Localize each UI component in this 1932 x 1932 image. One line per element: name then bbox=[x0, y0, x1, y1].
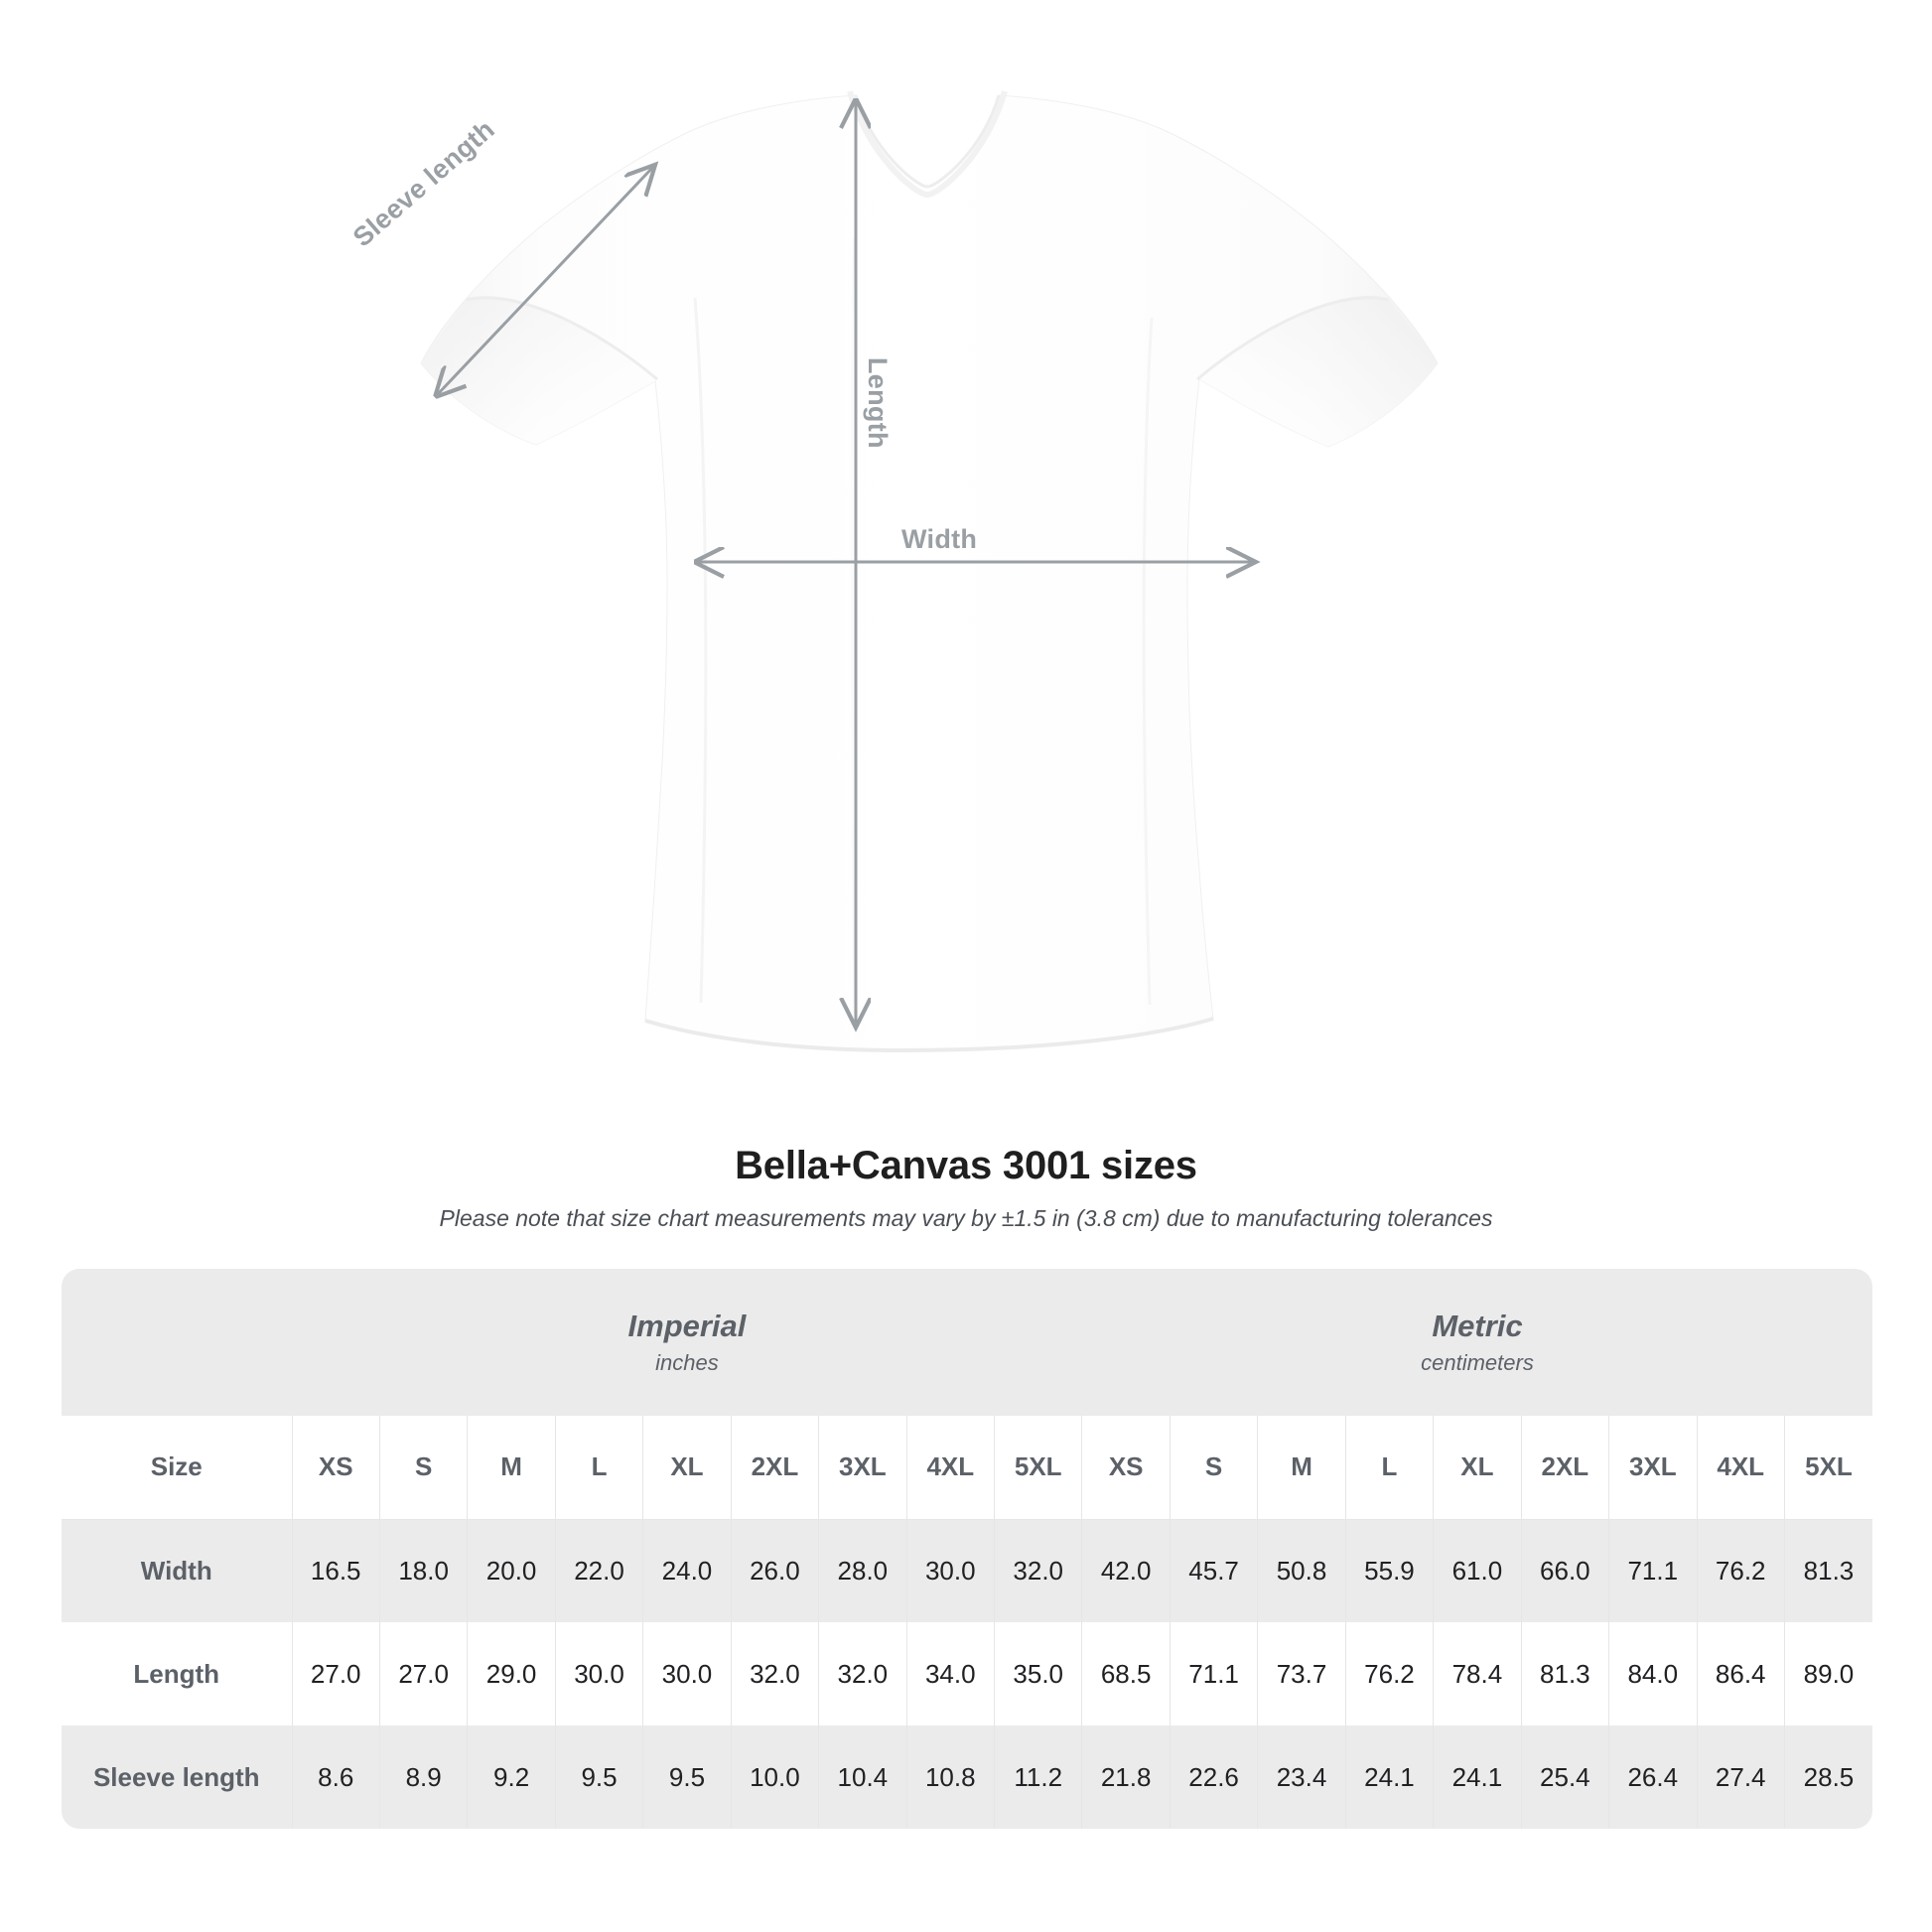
measurement-cell: 9.2 bbox=[467, 1725, 556, 1829]
measurement-row-label: Sleeve length bbox=[62, 1725, 292, 1829]
measurement-cell: 71.1 bbox=[1608, 1518, 1697, 1622]
measurement-cell: 8.6 bbox=[291, 1725, 380, 1829]
unit-group-imperial: Imperial inches bbox=[292, 1269, 1082, 1416]
size-column-header: S bbox=[1169, 1416, 1258, 1519]
measurement-cell: 81.3 bbox=[1520, 1622, 1609, 1725]
measurement-cell: 68.5 bbox=[1081, 1622, 1171, 1725]
measurement-cell: 20.0 bbox=[467, 1518, 556, 1622]
measurement-cell: 23.4 bbox=[1257, 1725, 1346, 1829]
measurement-cell: 22.0 bbox=[554, 1518, 643, 1622]
length-dimension-label: Length bbox=[863, 357, 893, 449]
measurement-cell: 22.6 bbox=[1169, 1725, 1258, 1829]
measurement-cell: 10.8 bbox=[905, 1725, 995, 1829]
measurement-cell: 32.0 bbox=[993, 1518, 1082, 1622]
measurement-cell: 25.4 bbox=[1520, 1725, 1609, 1829]
size-column-header: 3XL bbox=[818, 1416, 907, 1519]
sleeve-length-arrow-icon bbox=[437, 167, 653, 395]
measurement-cell: 30.0 bbox=[642, 1622, 732, 1725]
measurement-cell: 45.7 bbox=[1169, 1518, 1258, 1622]
measurement-cell: 30.0 bbox=[905, 1518, 995, 1622]
measurement-cell: 28.0 bbox=[818, 1518, 907, 1622]
measurement-cell: 89.0 bbox=[1783, 1622, 1872, 1725]
size-column-header: 3XL bbox=[1608, 1416, 1697, 1519]
page-title: Bella+Canvas 3001 sizes bbox=[735, 1144, 1197, 1187]
size-table-container: Imperial inches Metric centimeters Size XS S M L… bbox=[62, 1269, 1872, 1829]
size-header-label: Size bbox=[62, 1416, 292, 1519]
measurement-cell: 24.0 bbox=[642, 1518, 732, 1622]
size-column-header: L bbox=[1344, 1416, 1434, 1519]
measurement-cell: 10.0 bbox=[730, 1725, 819, 1829]
measurement-cell: 34.0 bbox=[905, 1622, 995, 1725]
table-row: Length 27.0 27.0 29.0 30.0 30.0 32.0 32.0 34.0 35… bbox=[62, 1622, 1872, 1725]
size-column-header: XS bbox=[291, 1416, 380, 1519]
size-column-header: L bbox=[554, 1416, 643, 1519]
measurement-cell: 26.0 bbox=[730, 1518, 819, 1622]
table-row: Width 16.5 18.0 20.0 22.0 24.0 26.0 28.0 30.0 32.… bbox=[62, 1518, 1872, 1622]
measurement-cell: 18.0 bbox=[378, 1518, 468, 1622]
tolerance-note: Please note that size chart measurements… bbox=[439, 1205, 1493, 1231]
measurement-cell: 76.2 bbox=[1344, 1622, 1434, 1725]
size-column-header: XL bbox=[642, 1416, 732, 1519]
unit-group-metric: Metric centimeters bbox=[1081, 1269, 1872, 1416]
unit-group-header-row: Imperial inches Metric centimeters bbox=[62, 1269, 1872, 1416]
measurement-cell: 81.3 bbox=[1783, 1518, 1872, 1622]
unit-group-name: Imperial bbox=[627, 1309, 747, 1344]
measurement-cell: 61.0 bbox=[1433, 1518, 1522, 1622]
measurement-cell: 29.0 bbox=[467, 1622, 556, 1725]
measurement-cell: 50.8 bbox=[1257, 1518, 1346, 1622]
size-column-header: 4XL bbox=[1696, 1416, 1785, 1519]
size-column-header: 5XL bbox=[1783, 1416, 1872, 1519]
size-header-row: Size XS S M L XL 2XL 3XL 4XL 5XL XS S M L XL 2XL 3XL 4XL 5… bbox=[62, 1416, 1872, 1519]
size-column-header: 2XL bbox=[730, 1416, 819, 1519]
measurement-cell: 9.5 bbox=[642, 1725, 732, 1829]
tshirt-measurement-diagram: Sleeve length Length Width bbox=[347, 90, 1439, 1053]
unit-group-unit: inches bbox=[655, 1349, 719, 1375]
measurement-cell: 71.1 bbox=[1169, 1622, 1258, 1725]
measurement-cell: 42.0 bbox=[1081, 1518, 1171, 1622]
measurement-row-label: Length bbox=[62, 1622, 292, 1725]
unit-group-name: Metric bbox=[1432, 1309, 1523, 1344]
measurement-cell: 11.2 bbox=[993, 1725, 1082, 1829]
size-column-header: 2XL bbox=[1520, 1416, 1609, 1519]
measurement-cell: 26.4 bbox=[1608, 1725, 1697, 1829]
measurement-cell: 78.4 bbox=[1433, 1622, 1522, 1725]
measurement-cell: 27.4 bbox=[1696, 1725, 1785, 1829]
measurement-cell: 73.7 bbox=[1257, 1622, 1346, 1725]
size-column-header: 5XL bbox=[993, 1416, 1082, 1519]
measurement-cell: 86.4 bbox=[1696, 1622, 1785, 1725]
size-column-header: S bbox=[378, 1416, 468, 1519]
measurement-cell: 66.0 bbox=[1520, 1518, 1609, 1622]
measurement-cell: 9.5 bbox=[554, 1725, 643, 1829]
measurement-cell: 10.4 bbox=[818, 1725, 907, 1829]
measurement-cell: 24.1 bbox=[1433, 1725, 1522, 1829]
tshirt-outline-icon bbox=[420, 90, 1439, 1053]
measurement-cell: 16.5 bbox=[291, 1518, 380, 1622]
measurement-cell: 30.0 bbox=[554, 1622, 643, 1725]
size-column-header: 4XL bbox=[905, 1416, 995, 1519]
measurement-cell: 32.0 bbox=[818, 1622, 907, 1725]
measurement-cell: 32.0 bbox=[730, 1622, 819, 1725]
measurement-cell: 8.9 bbox=[378, 1725, 468, 1829]
size-column-header: M bbox=[1257, 1416, 1346, 1519]
measurement-row-label: Width bbox=[62, 1518, 292, 1622]
measurement-cell: 35.0 bbox=[993, 1622, 1082, 1725]
table-row: Sleeve length 8.6 8.9 9.2 9.5 9.5 10.0 10.4 10.8… bbox=[62, 1725, 1872, 1829]
measurement-cell: 55.9 bbox=[1344, 1518, 1434, 1622]
measurement-cell: 27.0 bbox=[378, 1622, 468, 1725]
measurement-cell: 84.0 bbox=[1608, 1622, 1697, 1725]
measurement-cell: 21.8 bbox=[1081, 1725, 1171, 1829]
size-column-header: M bbox=[467, 1416, 556, 1519]
measurement-cell: 76.2 bbox=[1696, 1518, 1785, 1622]
width-dimension-label: Width bbox=[901, 524, 978, 554]
size-chart-table: Imperial inches Metric centimeters Size XS S M L… bbox=[62, 1269, 1872, 1829]
measurement-cell: 27.0 bbox=[291, 1622, 380, 1725]
size-column-header: XL bbox=[1433, 1416, 1522, 1519]
measurement-cell: 28.5 bbox=[1783, 1725, 1872, 1829]
unit-group-unit: centimeters bbox=[1421, 1349, 1534, 1375]
size-column-header: XS bbox=[1081, 1416, 1171, 1519]
group-header-spacer bbox=[62, 1269, 292, 1416]
measurement-cell: 24.1 bbox=[1344, 1725, 1434, 1829]
